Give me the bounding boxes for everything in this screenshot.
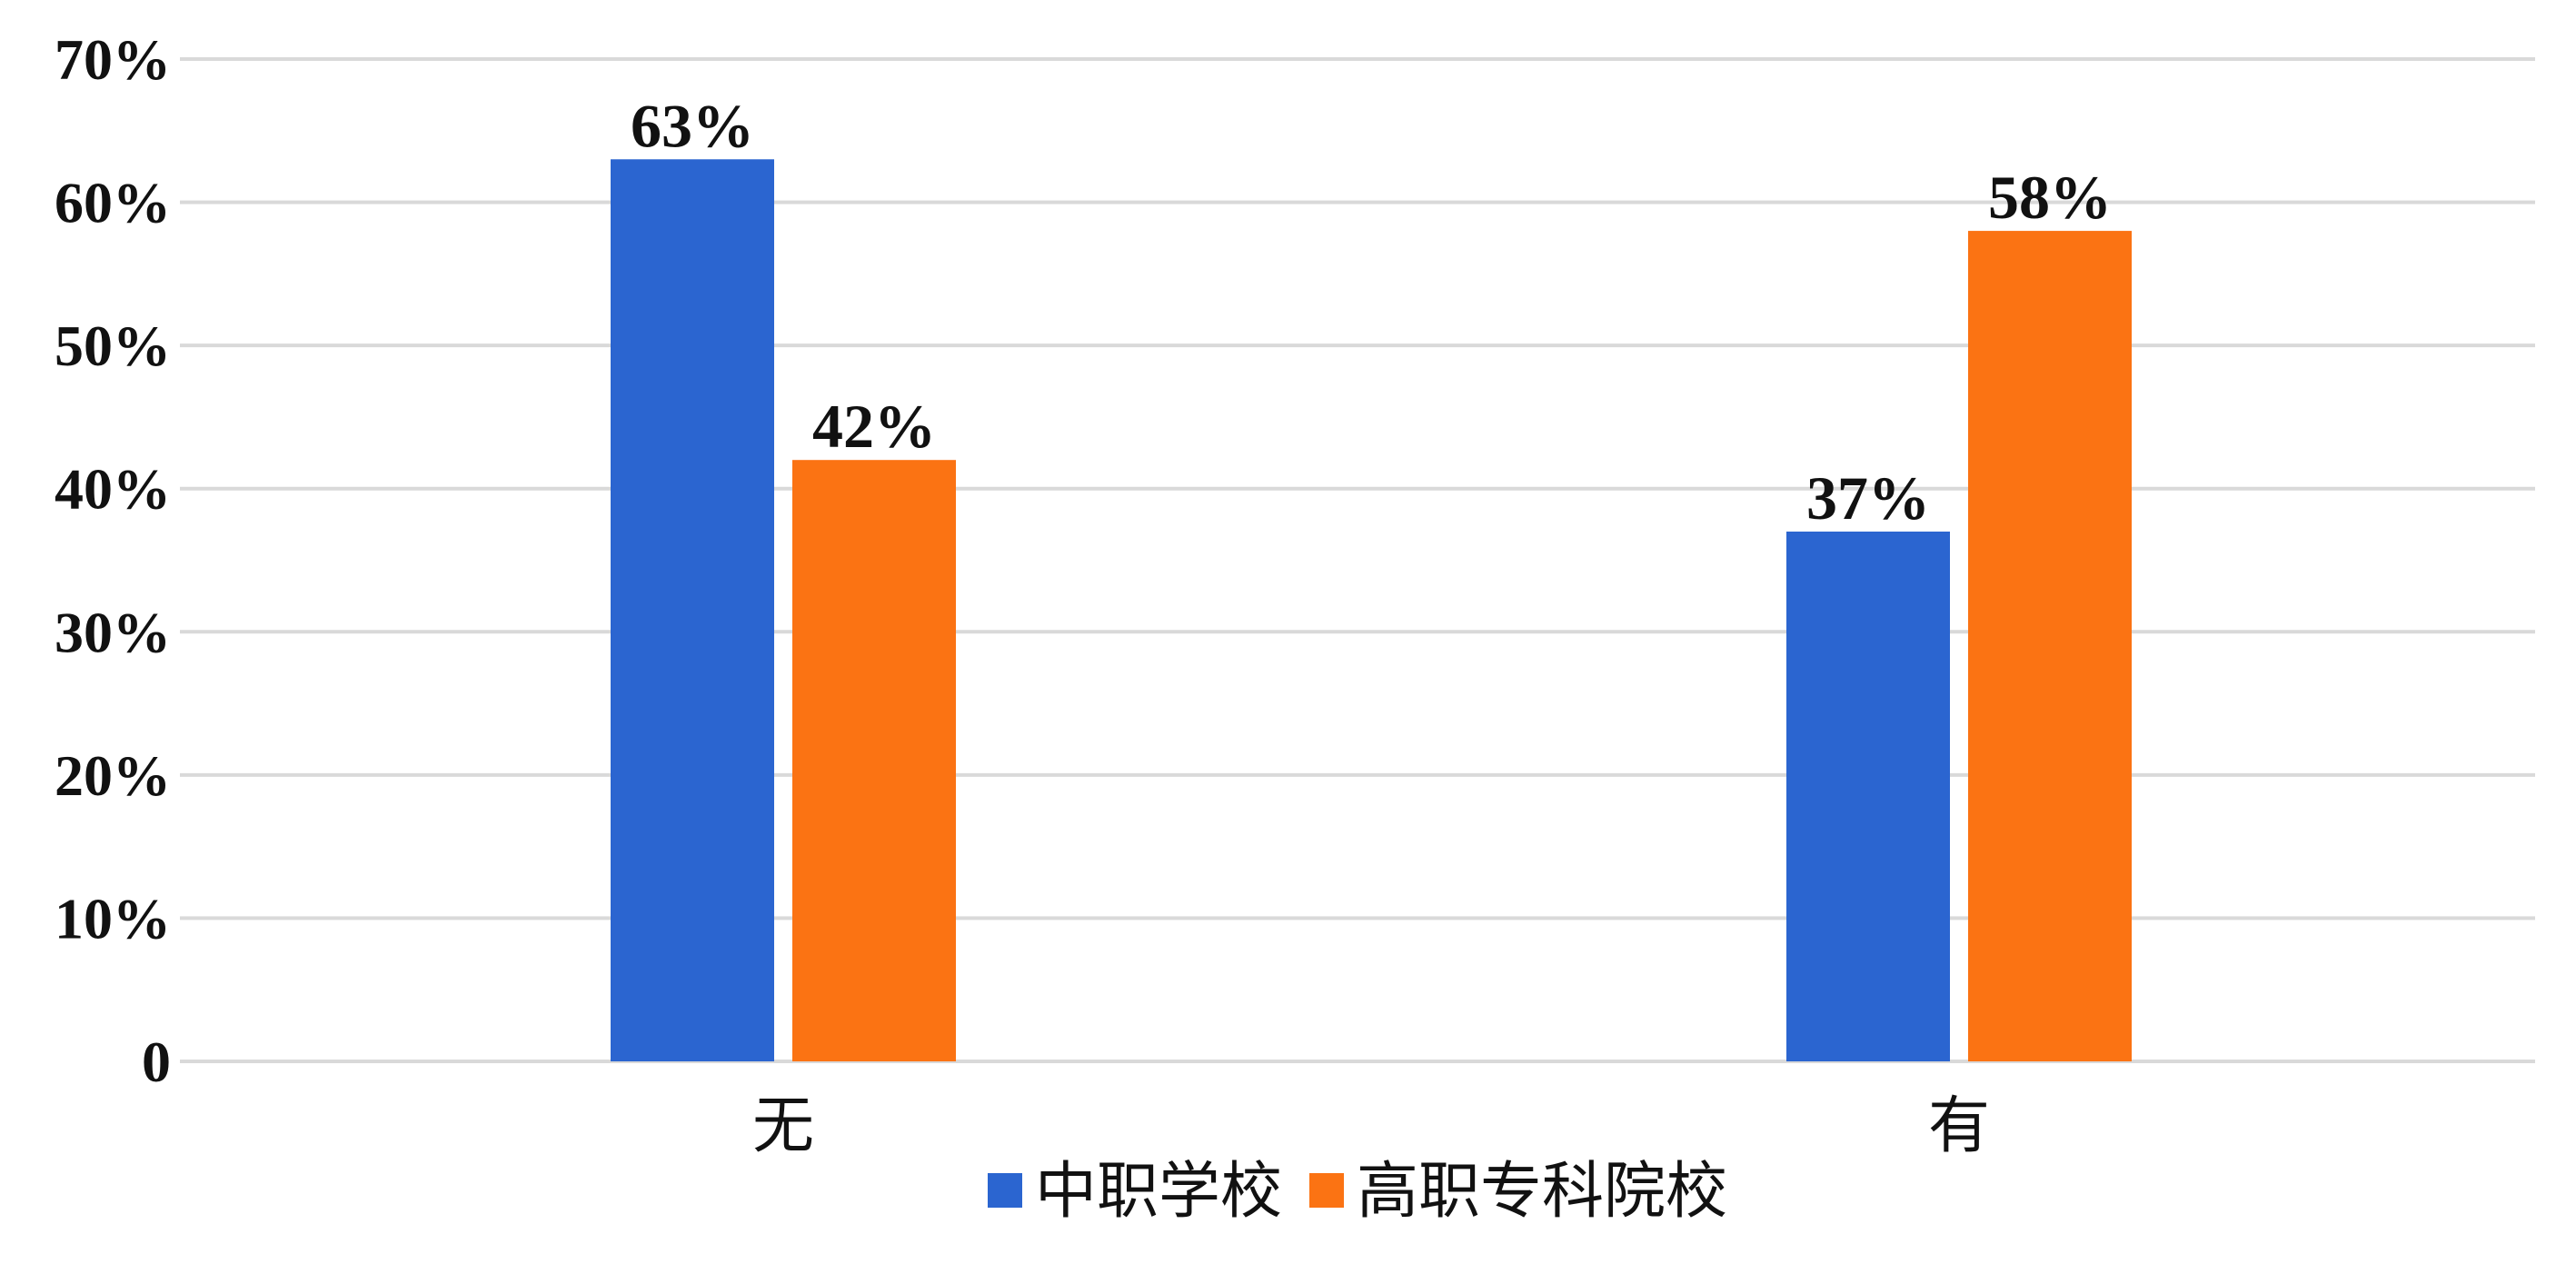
data-label: 37% bbox=[1806, 463, 1930, 532]
data-label: 63% bbox=[631, 91, 754, 160]
y-tick-label: 10% bbox=[55, 886, 171, 951]
y-tick-label: 50% bbox=[55, 314, 171, 378]
bars bbox=[611, 159, 2132, 1062]
legend-swatch bbox=[988, 1173, 1022, 1208]
x-tick-label: 无 bbox=[752, 1091, 814, 1160]
y-axis-ticks: 0 10% 20% 30% 40% 50% 60% 70% bbox=[55, 27, 171, 1094]
x-axis-ticks: 无有 bbox=[752, 1091, 1990, 1160]
y-tick-label: 70% bbox=[55, 27, 171, 92]
bar bbox=[792, 460, 956, 1061]
bar bbox=[611, 159, 774, 1062]
legend: 中职学校 高职专科院校 bbox=[988, 1157, 1727, 1226]
bar bbox=[1786, 531, 1950, 1061]
data-label: 58% bbox=[1988, 163, 2112, 232]
legend-label: 中职学校 bbox=[1035, 1157, 1282, 1226]
data-labels: 63% 42% 37% 58% bbox=[631, 91, 2112, 532]
data-label: 42% bbox=[812, 392, 936, 461]
legend-label: 高职专科院校 bbox=[1357, 1157, 1727, 1226]
y-tick-label: 20% bbox=[55, 743, 171, 808]
y-tick-label: 40% bbox=[55, 457, 171, 522]
bar bbox=[1968, 231, 2132, 1062]
x-tick-label: 有 bbox=[1928, 1091, 1990, 1160]
y-tick-label: 30% bbox=[55, 600, 171, 664]
legend-swatch bbox=[1309, 1173, 1344, 1208]
y-tick-label: 0 bbox=[142, 1030, 171, 1094]
y-tick-label: 60% bbox=[55, 171, 171, 235]
gridlines bbox=[180, 57, 2535, 1063]
